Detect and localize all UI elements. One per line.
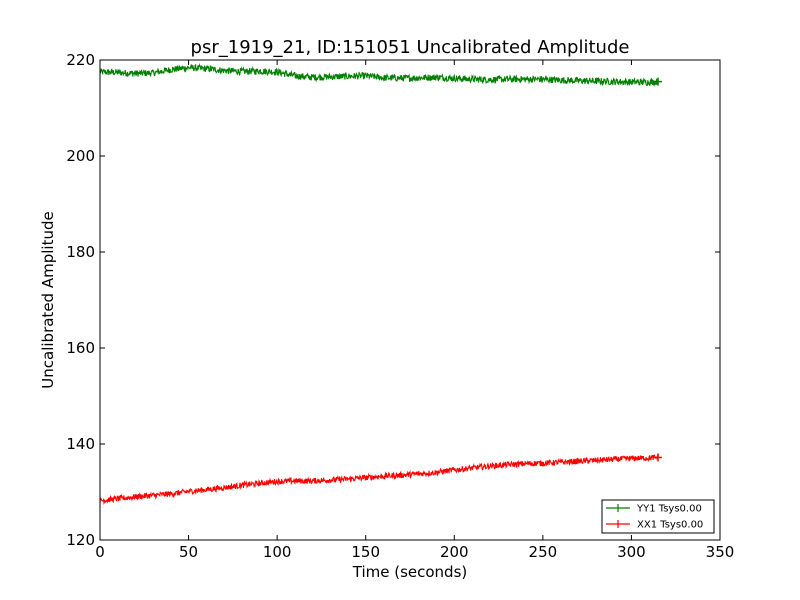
x-tick-label: 300 [617,543,646,561]
x-tick-label: 200 [440,543,469,561]
axes-layer: 0 50 100 150 200 250 300 350 120 140 160 180 200 220 [66,51,734,561]
x-axis-label: Time (seconds) [352,563,468,581]
series-layer [99,62,662,505]
y-axis-label: Uncalibrated Amplitude [39,211,57,388]
y-tick-label: 120 [66,531,95,549]
x-tick-label: 0 [95,543,105,561]
series-line-1 [99,62,659,87]
series-line-2 [99,454,659,505]
legend-label-2: XX1 Tsys0.00 [637,520,703,531]
y-tick-label: 140 [66,435,95,453]
legend-box [601,499,715,534]
y-tick-label: 160 [66,339,95,357]
legend-label-1: YY1 Tsys0.00 [636,504,702,515]
y-tick-label: 180 [66,243,95,261]
x-tick-label: 50 [179,543,198,561]
legend: YY1 Tsys0.00 XX1 Tsys0.00 [601,499,715,534]
x-tick-label: 350 [706,543,735,561]
plot-frame [99,59,721,541]
y-tick-label: 200 [66,147,95,165]
x-tick-label: 100 [263,543,292,561]
x-tick-label: 150 [351,543,380,561]
y-tick-label: 220 [66,51,95,69]
x-tick-label: 250 [529,543,558,561]
chart-title: psr_1919_21, ID:151051 Uncalibrated Ampl… [191,37,630,58]
